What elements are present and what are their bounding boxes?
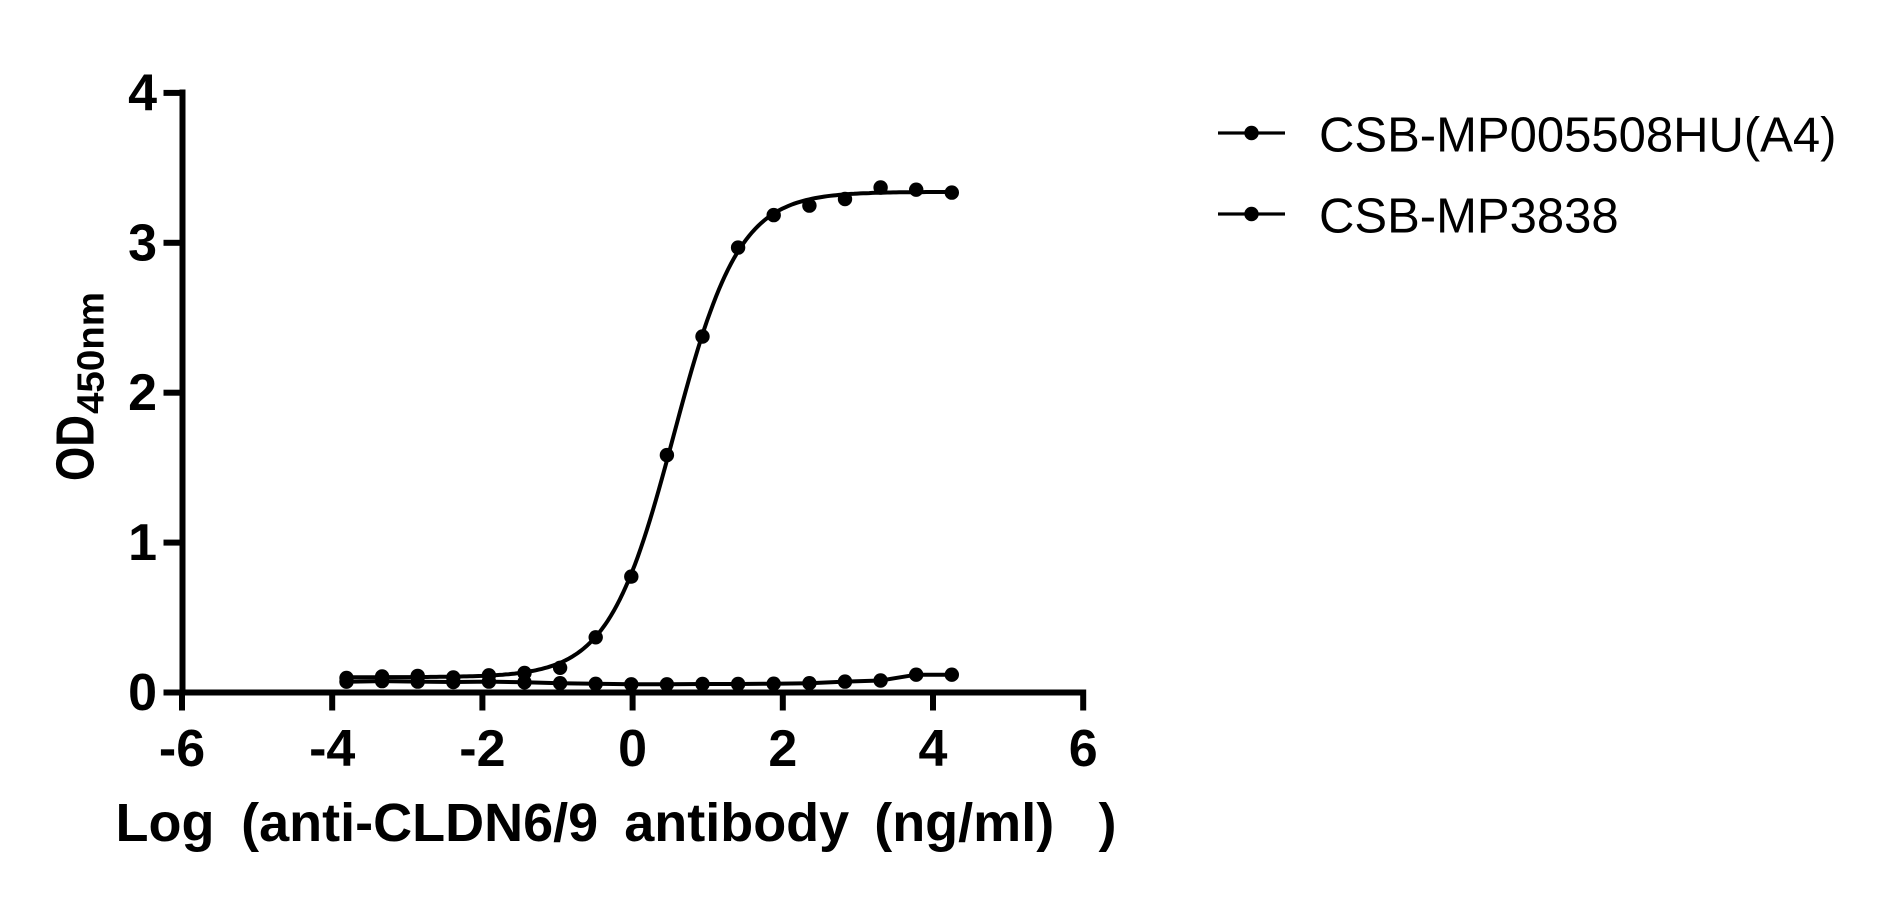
svg-text:CSB-MP3838: CSB-MP3838 <box>1319 190 1619 244</box>
svg-text:3: 3 <box>128 214 157 272</box>
svg-text:2: 2 <box>768 720 797 778</box>
svg-text:0: 0 <box>128 664 157 722</box>
svg-text:OD450nm: OD450nm <box>46 292 113 481</box>
svg-text:4: 4 <box>128 64 157 122</box>
svg-text:CSB-MP005508HU(A4): CSB-MP005508HU(A4) <box>1319 109 1836 163</box>
svg-text:2: 2 <box>128 364 157 422</box>
svg-text:0: 0 <box>618 720 647 778</box>
svg-text:-6: -6 <box>159 720 205 778</box>
svg-text:Log (anti-CLDN6/9 antibody (ng: Log (anti-CLDN6/9 antibody (ng/ml) ) <box>116 793 1117 853</box>
svg-text:-4: -4 <box>309 720 355 778</box>
svg-text:6: 6 <box>1069 720 1098 778</box>
svg-text:4: 4 <box>919 720 948 778</box>
svg-text:-2: -2 <box>459 720 505 778</box>
svg-text:1: 1 <box>128 514 157 572</box>
